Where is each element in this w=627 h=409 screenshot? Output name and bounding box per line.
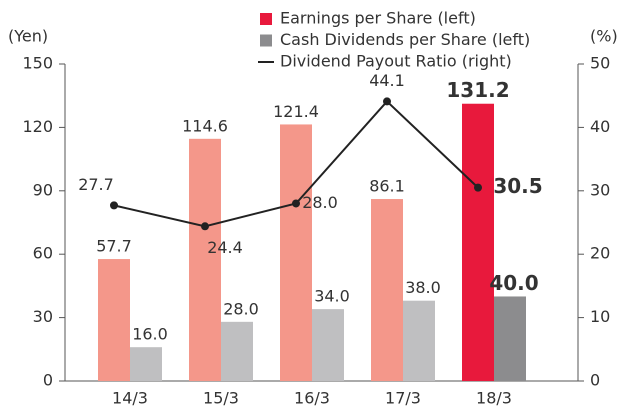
x-tick-label: 16/3 [294,389,330,408]
value-label: 16.0 [132,325,168,344]
y-tick-label: 120 [22,117,53,136]
legend-swatch [260,13,272,25]
x-tick-label: 18/3 [476,389,512,408]
bar [130,347,162,381]
line-value-label: 30.5 [493,174,542,198]
line-marker [474,183,482,192]
bar [371,199,403,381]
value-label: 34.0 [314,287,350,306]
bar [403,300,435,381]
value-label: 28.0 [223,299,259,318]
bar [462,103,494,382]
line-value-label: 44.1 [369,71,405,90]
value-label: 38.0 [405,278,441,297]
y2-tick-label: 0 [590,371,600,390]
value-label: 86.1 [369,177,405,196]
line-value-label: 24.4 [207,238,243,257]
x-tick-label: 17/3 [385,389,421,408]
legend-label: Dividend Payout Ratio (right) [280,52,512,71]
value-label: 57.7 [96,237,132,256]
legend-label: Cash Dividends per Share (left) [280,30,530,49]
value-label: 40.0 [489,271,538,295]
line-marker [292,199,300,208]
value-label: 114.6 [182,116,228,135]
bar [98,259,130,381]
y-tick-label: 90 [33,180,53,199]
y2-tick-label: 10 [590,307,610,326]
line-marker [383,97,391,106]
y2-tick-label: 40 [590,117,610,136]
x-tick-label: 14/3 [112,389,148,408]
line-marker [201,222,209,231]
line-value-label: 27.7 [78,175,114,194]
y-tick-label: 150 [22,54,53,73]
line-value-label: 28.0 [302,193,338,212]
line-marker [110,201,118,210]
y2-axis-label: (%) [590,27,618,46]
bar [312,309,344,381]
value-label: 131.2 [446,78,509,102]
bar [221,321,253,381]
y2-tick-label: 50 [590,54,610,73]
y2-tick-label: 30 [590,180,610,199]
x-tick-label: 15/3 [203,389,239,408]
y-axis-label: (Yen) [8,27,48,46]
legend-swatch [260,34,272,47]
y-tick-label: 60 [33,244,53,263]
y-tick-label: 30 [33,307,53,326]
bar [189,138,221,381]
legend-label: Earnings per Share (left) [280,9,476,28]
bar [280,124,312,381]
y2-tick-label: 20 [590,244,610,263]
value-label: 121.4 [273,102,319,121]
y-tick-label: 0 [43,371,53,390]
bar [494,296,526,381]
